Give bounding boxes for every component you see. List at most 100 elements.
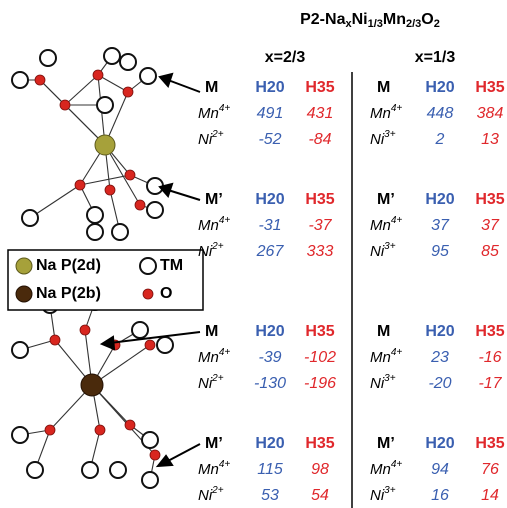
ion-charge: 2+ xyxy=(211,485,224,496)
title-subscript: 2/3 xyxy=(406,18,421,30)
ion-element: Mn xyxy=(370,461,391,478)
column-header: H20 xyxy=(255,79,284,96)
column-header: H35 xyxy=(305,191,334,208)
column-header: H20 xyxy=(425,79,454,96)
ion-charge: 4+ xyxy=(391,103,403,114)
ion-label: Mn4+ xyxy=(198,347,230,366)
value: 37 xyxy=(481,217,500,234)
column-header: H20 xyxy=(425,191,454,208)
legend: Na P(2d) TM Na P(2b) O xyxy=(7,249,204,311)
ion-label: Ni2+ xyxy=(198,241,224,260)
ion-charge: 2+ xyxy=(211,241,224,252)
value: 2 xyxy=(435,131,445,148)
panel-label: x=2/3 xyxy=(265,49,306,66)
ion-charge: 4+ xyxy=(219,459,231,470)
column-header: H20 xyxy=(255,323,284,340)
structure-bottom xyxy=(11,293,174,489)
column-header: H35 xyxy=(475,79,504,96)
ion-charge: 4+ xyxy=(391,459,403,470)
ion-element: Mn xyxy=(370,105,391,122)
title-subscript: x xyxy=(345,18,352,30)
ion-label: Ni3+ xyxy=(370,129,396,148)
value: 16 xyxy=(431,487,449,504)
site-label: M’ xyxy=(377,191,395,208)
ion-charge: 3+ xyxy=(384,373,396,384)
title-text: P2-Na xyxy=(300,11,345,28)
legend-label: Na P(2d) xyxy=(36,257,101,274)
column-header: H20 xyxy=(425,323,454,340)
column-header: H35 xyxy=(305,79,334,96)
ion-element: Ni xyxy=(198,375,213,392)
title: P2-NaxNi1/3Mn2/3O2 xyxy=(300,11,440,30)
title-text: Mn xyxy=(383,11,406,28)
ion-element: Ni xyxy=(370,243,385,260)
site-label: M’ xyxy=(205,191,223,208)
legend-label: Na P(2b) xyxy=(36,285,101,302)
ion-charge: 4+ xyxy=(219,103,231,114)
site-label: M xyxy=(377,79,390,96)
ion-element: Ni xyxy=(370,131,385,148)
ion-label: Mn4+ xyxy=(370,347,402,366)
ion-element: Ni xyxy=(370,375,385,392)
value: -102 xyxy=(304,349,336,366)
value: 76 xyxy=(481,461,499,478)
value: 85 xyxy=(481,243,499,260)
value: 94 xyxy=(431,461,449,478)
ion-label: Ni2+ xyxy=(198,485,224,504)
ion-element: Ni xyxy=(198,131,213,148)
value: -37 xyxy=(308,217,332,234)
value: -20 xyxy=(428,375,451,392)
ion-label: Ni3+ xyxy=(370,373,396,392)
value: 431 xyxy=(307,105,334,122)
legend-label: O xyxy=(160,285,172,302)
column-header: H35 xyxy=(475,191,504,208)
value: -196 xyxy=(304,375,336,392)
value: -84 xyxy=(308,131,331,148)
structure-top xyxy=(11,47,164,241)
value: 23 xyxy=(430,349,449,366)
ion-charge: 4+ xyxy=(391,347,403,358)
ion-label: Ni2+ xyxy=(198,129,224,148)
ion-element: Mn xyxy=(198,105,219,122)
ion-charge: 4+ xyxy=(219,215,231,226)
ion-label: Mn4+ xyxy=(198,103,230,122)
value: 267 xyxy=(256,243,285,260)
value: 491 xyxy=(257,105,284,122)
value: 14 xyxy=(481,487,499,504)
ion-label: Mn4+ xyxy=(370,215,402,234)
legend-label: TM xyxy=(160,257,183,274)
site-label: M xyxy=(377,323,390,340)
value: 384 xyxy=(477,105,504,122)
column-header: H20 xyxy=(255,435,284,452)
ion-label: Ni2+ xyxy=(198,373,224,392)
ion-element: Ni xyxy=(198,487,213,504)
arrows xyxy=(99,72,201,468)
ion-element: Mn xyxy=(370,217,391,234)
column-header: H20 xyxy=(255,191,284,208)
column-header: H35 xyxy=(475,323,504,340)
panel-label: x=1/3 xyxy=(415,49,456,66)
title-text: O xyxy=(421,11,433,28)
ion-element: Mn xyxy=(198,217,219,234)
ion-charge: 2+ xyxy=(211,373,224,384)
value: 448 xyxy=(427,105,454,122)
value: -16 xyxy=(478,349,501,366)
title-text: Ni xyxy=(352,11,368,28)
ion-label: Mn4+ xyxy=(370,103,402,122)
value: 333 xyxy=(307,243,334,260)
ion-label: Mn4+ xyxy=(198,215,230,234)
ion-element: Mn xyxy=(198,349,219,366)
value: 37 xyxy=(431,217,450,234)
title-subscript: 1/3 xyxy=(368,18,383,30)
site-label: M’ xyxy=(205,435,223,452)
value: 13 xyxy=(481,131,499,148)
value: -17 xyxy=(478,375,502,392)
title-subscript: 2 xyxy=(434,18,440,30)
value: -130 xyxy=(254,375,286,392)
ion-element: Mn xyxy=(370,349,391,366)
column-header: H35 xyxy=(305,323,334,340)
value: 115 xyxy=(257,461,283,478)
ion-charge: 2+ xyxy=(211,129,224,140)
column-header: H20 xyxy=(425,435,454,452)
